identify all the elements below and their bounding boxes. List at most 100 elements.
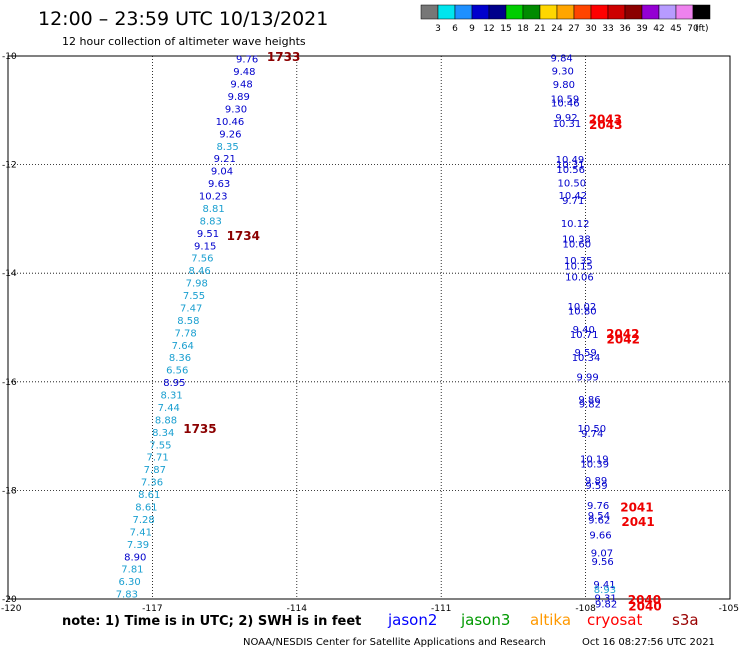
colorbar-swatch (454, 4, 473, 20)
pass-time-label: 1733 (267, 50, 300, 64)
pass-time-label: 2042 (607, 332, 640, 346)
credit-text: NOAA/NESDIS Center for Satellite Applica… (243, 637, 546, 648)
wave-height-value: 10.56 (556, 165, 585, 176)
colorbar-swatch (420, 4, 439, 20)
wave-height-value: 10.02 (568, 302, 597, 313)
colorbar-label: 18 (517, 24, 529, 34)
wave-height-value: 9.86 (578, 395, 600, 406)
wave-height-value: 10.42 (559, 191, 588, 202)
legend-jason2: jason2 (387, 611, 437, 629)
colorbar-label: 33 (602, 24, 613, 34)
colorbar-swatch (675, 4, 694, 20)
wave-height-value: 7.41 (130, 527, 152, 538)
x-tick-label: -105 (719, 604, 739, 614)
wave-height-value: 9.40 (573, 325, 595, 336)
pass-time-label: 2041 (620, 501, 653, 515)
wave-height-value: 10.50 (577, 424, 606, 435)
wave-height-value: 9.59 (574, 348, 596, 359)
wave-height-value: 10.23 (199, 192, 228, 203)
wave-height-value: 9.82 (579, 400, 601, 411)
colorbar-swatch (522, 4, 541, 20)
plot-area: -10-12-14-16-18-20 -120 -117 -114 -111 -108-… (1, 50, 739, 614)
x-tick-label: -111 (431, 604, 451, 614)
colorbar-label: 6 (452, 24, 458, 34)
x-tick-label: -117 (142, 604, 162, 614)
wave-height-value: 9.15 (194, 241, 216, 252)
wave-height-value: 10.31 (556, 160, 585, 171)
wave-height-value: 8.81 (202, 204, 224, 215)
wave-height-value: 9.04 (211, 167, 233, 178)
wave-height-value: 7.47 (180, 303, 202, 314)
wave-height-value: 8.36 (169, 353, 191, 364)
wave-height-value: 7.98 (186, 279, 208, 290)
wave-height-value: 9.21 (214, 154, 236, 165)
colorbar-swatch (590, 4, 609, 20)
wave-height-value: 10.59 (551, 94, 580, 105)
wave-height-value: 10.35 (564, 256, 593, 267)
wave-height-value: 7.36 (141, 478, 163, 489)
wave-height-value: 8.83 (200, 216, 222, 227)
wave-height-value: 10.39 (580, 459, 609, 470)
colorbar-label: 27 (568, 24, 579, 34)
legend-s3a: s3a (672, 611, 699, 629)
colorbar-label: 15 (500, 24, 511, 34)
wave-height-value: 10.49 (556, 155, 585, 166)
colorbar-label: 36 (619, 24, 631, 34)
wave-height-value: 9.74 (581, 429, 603, 440)
wave-height-value: 9.56 (592, 557, 614, 568)
wave-height-value: 10.46 (216, 117, 245, 128)
colorbar-label: 9 (469, 24, 475, 34)
wave-height-value: 9.66 (589, 530, 611, 541)
x-tick-label: -120 (1, 604, 22, 614)
y-tick-label: -18 (2, 486, 17, 496)
wave-height-value: 8.93 (594, 585, 616, 596)
x-tick-label: -114 (287, 604, 308, 614)
wave-height-value: 10.34 (572, 353, 601, 364)
colorbar-label: 39 (636, 24, 648, 34)
y-tick-label: -16 (2, 378, 17, 388)
wave-height-value: 10.38 (562, 234, 591, 245)
west-track: 9.769.489.489.899.3010.469.268.359.219.0… (116, 50, 301, 601)
pass-time-label: 2042 (606, 327, 639, 341)
wave-height-value: 9.48 (233, 67, 255, 78)
pass-time-label: 2043 (589, 112, 622, 126)
page-title: 12:00 – 23:59 UTC 10/13/2021 (38, 8, 328, 30)
legend-jason3: jason3 (460, 611, 510, 629)
colorbar-swatch (607, 4, 626, 20)
wave-height-value: 8.46 (188, 266, 210, 277)
wave-height-value: 7.39 (127, 540, 149, 551)
wave-height-value: 9.26 (219, 129, 241, 140)
wave-height-value: 9.63 (208, 179, 230, 190)
wave-height-value: 9.41 (593, 580, 615, 591)
wave-height-value: 8.90 (124, 552, 146, 563)
colorbar-swatch (573, 4, 592, 20)
colorbar-swatch (556, 4, 575, 20)
wave-height-value: 7.71 (146, 453, 168, 464)
colorbar-label: 21 (534, 24, 545, 34)
wave-height-value: 9.76 (587, 501, 609, 512)
colorbar-swatch (471, 4, 490, 20)
wave-height-value: 7.56 (191, 254, 213, 265)
x-tick-label: -108 (575, 604, 596, 614)
colorbar-label: 70 (687, 24, 699, 34)
colorbar-swatch (437, 4, 456, 20)
colorbar-swatch (692, 4, 711, 20)
colorbar-label: 24 (551, 24, 563, 34)
satellite-legend: jason2 jason3 altika cryosat s3a (387, 611, 699, 629)
wave-height-value: 10.50 (558, 179, 587, 190)
wave-height-value: 9.89 (585, 476, 607, 487)
y-tick-label: -20 (2, 595, 17, 605)
wave-height-value: 8.35 (216, 142, 238, 153)
wave-height-value: 9.31 (594, 593, 616, 604)
wave-height-value: 10.06 (565, 272, 594, 283)
pass-time-label: 2040 (628, 593, 661, 607)
colorbar-swatch (624, 4, 643, 20)
y-tick-labels: -10 -12 -14 -16 -18 -20 (2, 52, 17, 605)
wave-height-value: 9.62 (588, 516, 610, 527)
pass-time-label: 2043 (589, 118, 622, 132)
colorbar-unit: (ft) (695, 24, 709, 34)
y-tick-label: -14 (2, 269, 17, 279)
wave-height-value: 8.88 (155, 415, 177, 426)
wave-height-value: 8.31 (160, 391, 182, 402)
